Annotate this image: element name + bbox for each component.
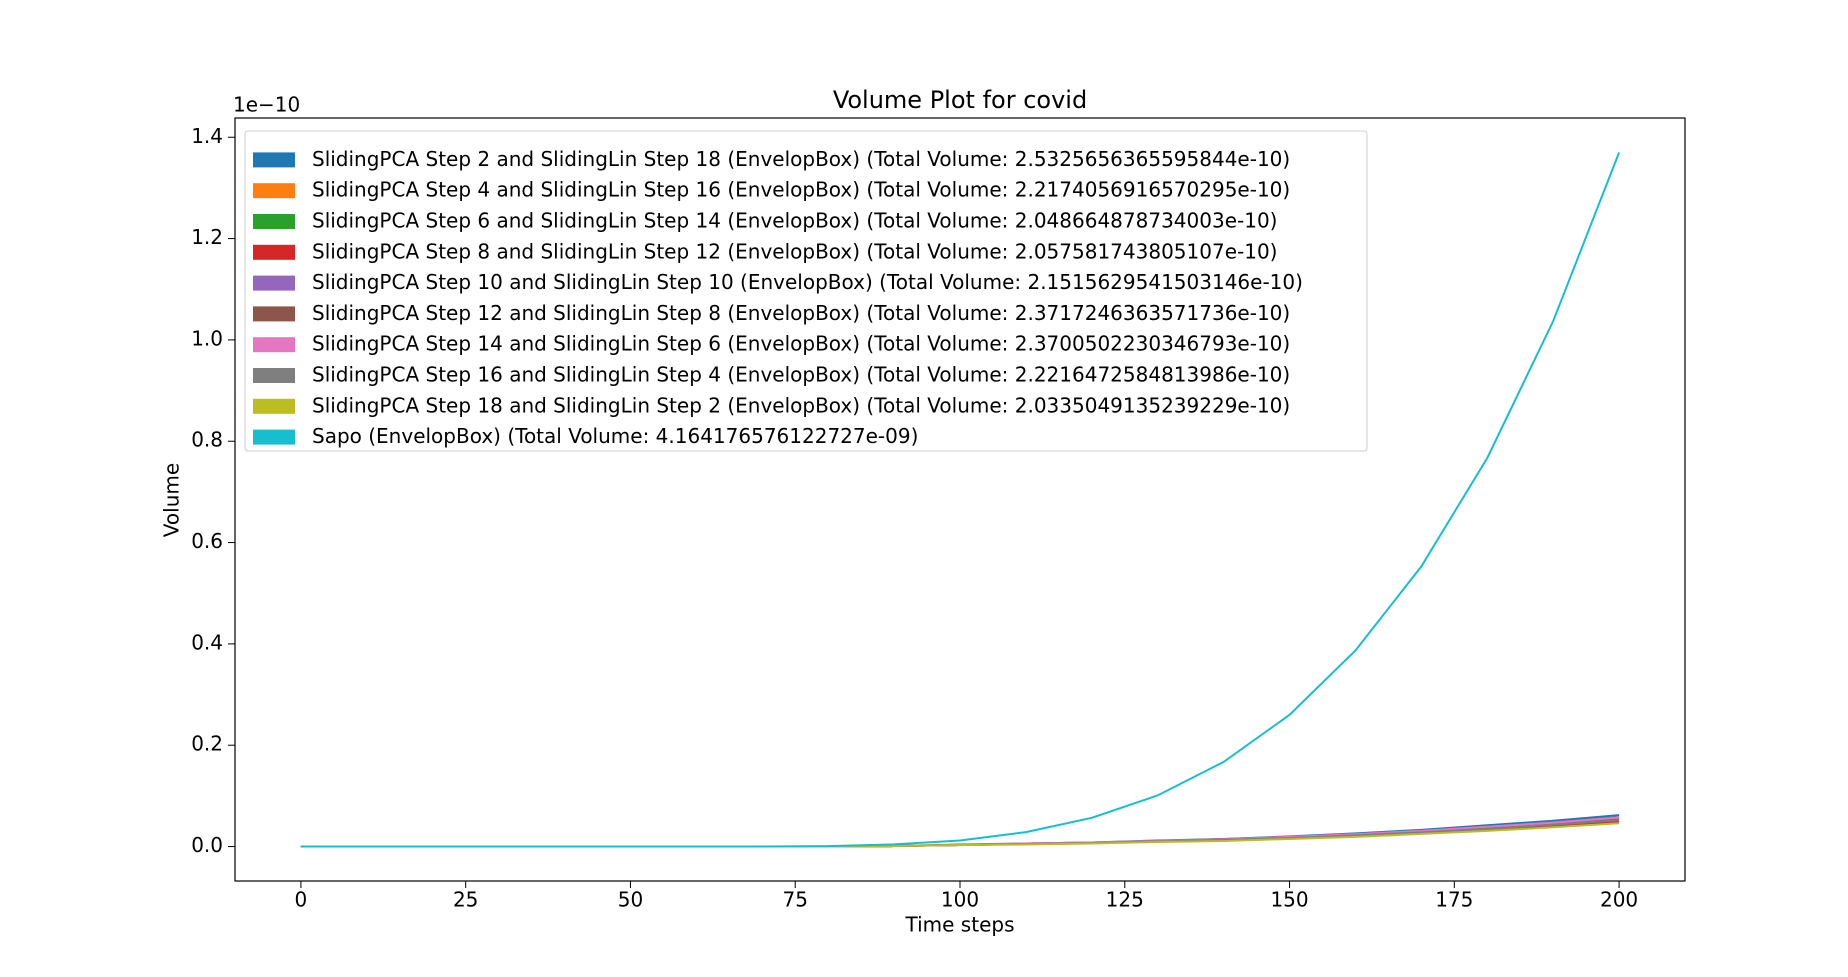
legend-label: SlidingPCA Step 10 and SlidingLin Step 1… — [312, 270, 1303, 294]
legend-label: SlidingPCA Step 6 and SlidingLin Step 14… — [312, 209, 1277, 233]
series-line — [300, 152, 1621, 848]
y-tick-label: 1.2 — [191, 225, 223, 249]
legend-box — [244, 130, 1368, 452]
legend-label: SlidingPCA Step 12 and SlidingLin Step 8… — [312, 301, 1290, 325]
legend-swatch — [253, 275, 295, 291]
y-tick-label: 1.4 — [191, 124, 223, 148]
legend-swatch — [253, 337, 295, 353]
legend-label: SlidingPCA Step 2 and SlidingLin Step 18… — [312, 147, 1290, 171]
legend-swatch — [253, 152, 295, 168]
plot-frame — [234, 117, 1686, 882]
y-tick-label: 0.6 — [191, 529, 223, 553]
chart-title: Volume Plot for covid — [833, 86, 1087, 114]
x-tick-label: 150 — [1270, 888, 1308, 912]
x-tick-label: 25 — [453, 888, 478, 912]
x-tick-label: 75 — [783, 888, 808, 912]
x-tick-label: 100 — [941, 888, 979, 912]
x-axis-label: Time steps — [905, 913, 1015, 937]
x-tick-label: 50 — [618, 888, 643, 912]
legend-swatch — [253, 429, 295, 445]
y-axis-label: Volume — [160, 463, 184, 537]
legend-swatch — [253, 306, 295, 322]
legend-label: SlidingPCA Step 14 and SlidingLin Step 6… — [312, 332, 1290, 356]
legend-label: SlidingPCA Step 18 and SlidingLin Step 2… — [312, 393, 1290, 417]
x-tick-label: 0 — [295, 888, 308, 912]
legend-label: SlidingPCA Step 4 and SlidingLin Step 16… — [312, 178, 1290, 202]
legend-label: SlidingPCA Step 8 and SlidingLin Step 12… — [312, 239, 1277, 263]
y-tick-label: 0.4 — [191, 630, 223, 654]
legend-swatch — [253, 398, 295, 414]
y-tick-label: 1.0 — [191, 326, 223, 350]
y-tick-label: 0.0 — [191, 833, 223, 857]
legend-swatch — [253, 214, 295, 229]
legend-label: SlidingPCA Step 16 and SlidingLin Step 4… — [312, 363, 1290, 387]
y-tick-label: 0.2 — [191, 732, 223, 756]
legend-swatch — [253, 183, 295, 199]
y-tick-label: 0.8 — [191, 428, 223, 452]
legend-swatch — [253, 244, 295, 260]
x-tick-label: 175 — [1435, 888, 1473, 912]
y-offset-label: 1e−10 — [233, 93, 300, 117]
x-tick-label: 125 — [1106, 888, 1144, 912]
legend-label: Sapo (EnvelopBox) (Total Volume: 4.16417… — [312, 424, 918, 448]
legend-swatch — [253, 368, 295, 383]
x-tick-label: 200 — [1600, 888, 1638, 912]
